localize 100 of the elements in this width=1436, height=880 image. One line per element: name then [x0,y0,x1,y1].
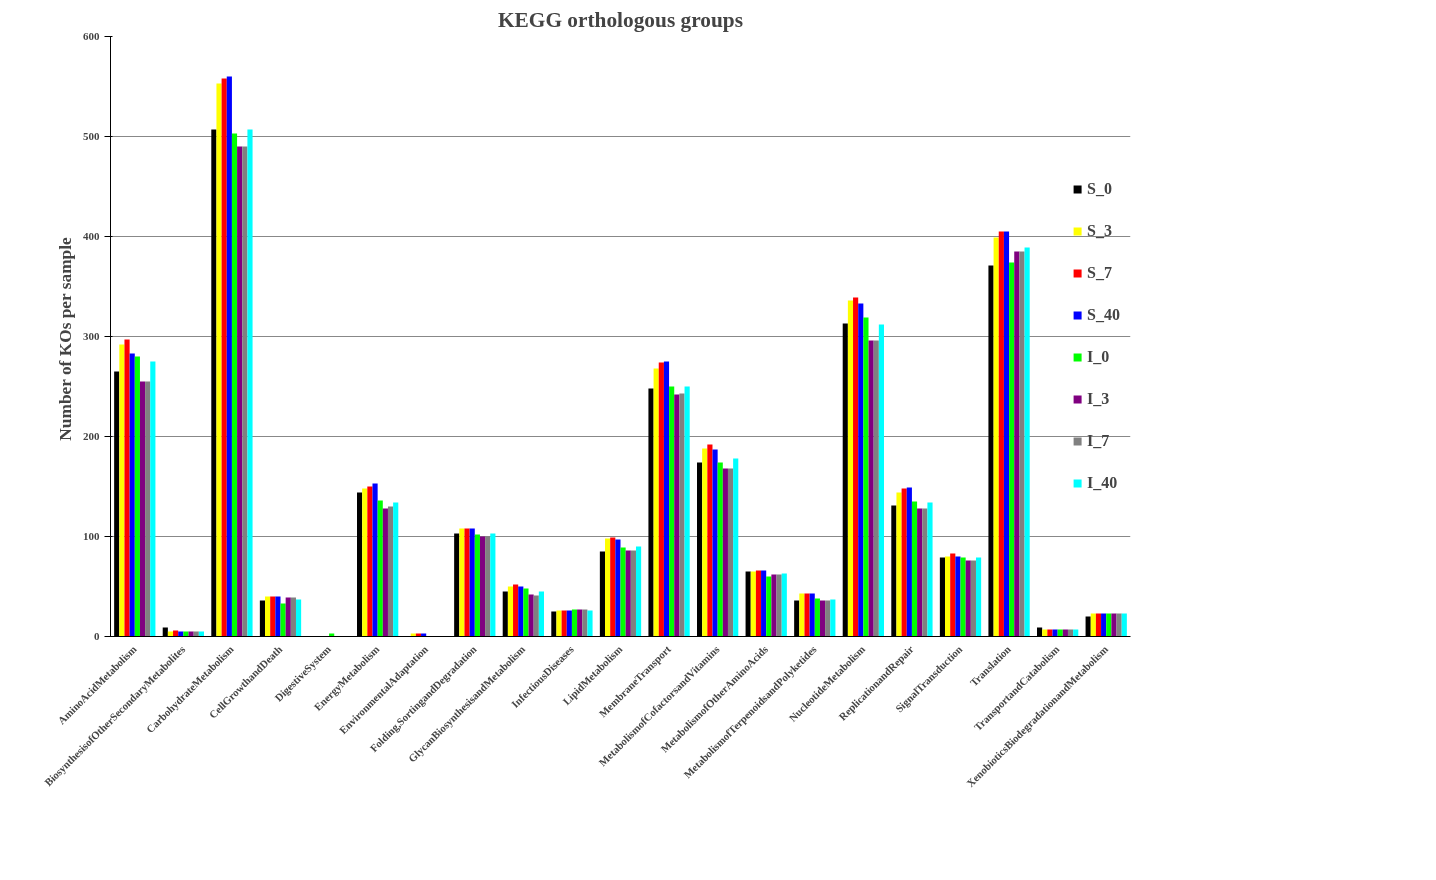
bar [1009,262,1015,637]
bar [237,146,243,637]
y-tick-label: 500 [83,130,100,142]
y-tick-label: 100 [83,530,100,542]
legend-label: I_7 [1087,432,1110,450]
bar [750,571,756,637]
bar [490,533,496,637]
legend-label: S_3 [1087,222,1112,240]
bar [847,300,854,637]
bar [561,610,567,637]
bar [707,444,713,637]
bar [814,598,820,637]
bar [119,344,125,637]
bar [231,133,238,637]
legend-label: S_0 [1087,180,1112,198]
bar [1121,613,1127,637]
legend-label: I_40 [1087,474,1118,492]
bar [684,386,690,637]
bar [469,528,475,637]
bar [513,584,519,637]
bar [387,506,394,637]
bar [1095,613,1102,637]
y-axis-title: Number of KOs per sample [56,236,75,441]
y-tick-label: 200 [83,430,100,442]
bar [863,317,869,637]
bar [1003,231,1010,637]
bar [216,83,222,637]
bar [722,468,728,637]
bar [280,603,286,637]
chart-title: KEGG orthologous groups [498,7,743,32]
bar [635,546,642,637]
bar [605,538,611,637]
bar [382,508,388,637]
bar [825,600,831,637]
bar [247,129,253,637]
bar [145,381,151,637]
bar [858,303,864,637]
bar [566,610,572,637]
legend-label: S_40 [1087,306,1120,324]
bar [625,550,631,637]
bar [658,362,664,637]
bar [129,353,135,637]
bar [615,539,621,637]
bar [507,586,514,637]
bar [819,600,826,637]
bar [911,501,918,637]
bar [830,599,836,637]
bar [1106,613,1112,637]
y-tick-label: 300 [83,330,100,342]
bar [221,78,227,637]
bar [474,534,480,637]
bar [955,556,961,637]
bar [377,500,383,637]
bar [479,536,486,637]
bar [766,576,772,637]
bar [896,492,902,637]
bar [669,386,675,637]
bar [965,560,971,637]
bar [556,610,562,637]
bar [1052,629,1058,637]
bar [285,597,291,637]
bar [571,609,578,637]
bar [717,462,723,637]
bar [804,593,810,637]
y-tick-label: 0 [94,630,100,642]
bar [1116,613,1122,637]
bar [878,324,884,637]
bar [265,596,271,637]
bar [538,591,544,637]
legend-label: I_0 [1087,348,1110,366]
y-tick-label: 600 [83,30,100,42]
bar [226,76,232,637]
bar [270,596,276,637]
bar [781,573,787,637]
bar [528,594,534,637]
bar [582,609,588,637]
bar [727,468,734,637]
bar [587,610,593,637]
bar [1101,613,1107,637]
bar [630,550,636,637]
bar [1111,613,1117,637]
bar [799,593,805,637]
bar [653,368,659,637]
bar [275,596,281,637]
bar [733,458,739,637]
bar [290,597,296,637]
bar [610,537,616,637]
bar [183,631,189,637]
bar [367,486,373,637]
bar [663,361,670,637]
bar [242,146,248,637]
bar [761,570,767,637]
bar [620,547,626,637]
bar [771,574,777,637]
bar [853,297,859,637]
bar [1019,251,1025,637]
bar [950,553,956,637]
bar [960,557,966,637]
y-tick-label: 400 [83,230,100,242]
bar [523,588,529,637]
